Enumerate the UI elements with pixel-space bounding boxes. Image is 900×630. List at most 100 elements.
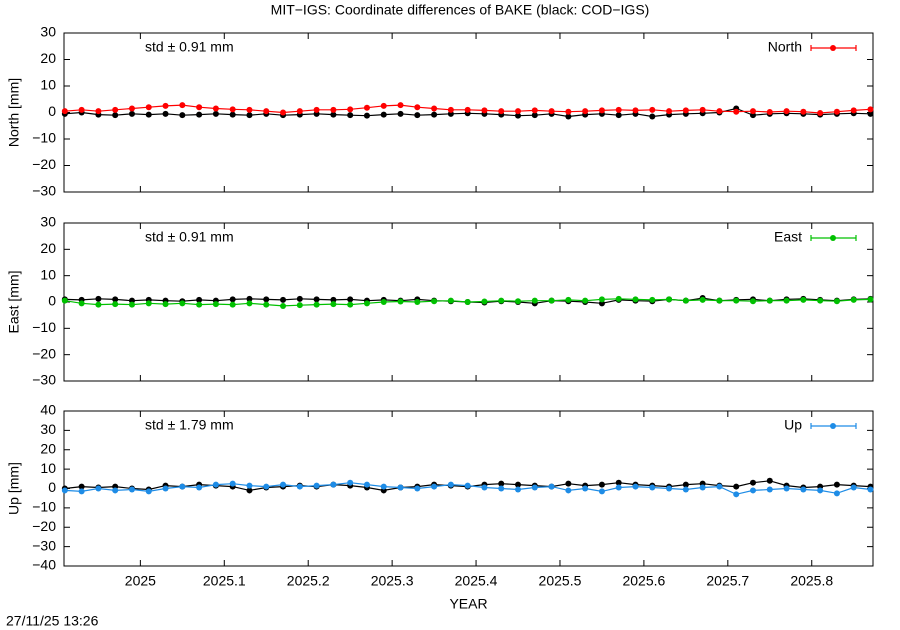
data-point [766,297,773,304]
data-point [800,108,807,115]
data-point [380,111,387,118]
legend-label: Up [784,417,802,433]
data-point [128,105,135,112]
data-point [464,482,471,489]
data-point [61,297,68,304]
y-tick-label: 10 [40,266,56,282]
data-point [363,481,370,488]
data-point [749,479,756,486]
data-point [414,104,421,111]
x-axis-label: YEAR [449,596,487,612]
x-tick-label: 2025.8 [790,573,833,589]
x-tick-label: 2025.6 [622,573,665,589]
data-point [347,301,354,308]
data-point [179,112,186,119]
data-point [330,481,337,488]
y-tick-label: −20 [32,345,56,361]
data-point [212,301,219,308]
y-tick-label: −30 [32,372,56,388]
data-point [598,488,605,495]
data-point [431,298,438,305]
data-point [615,112,622,119]
data-point [515,486,522,493]
data-point [749,298,756,305]
timestamp: 27/11/25 13:26 [6,613,99,629]
data-point [78,300,85,307]
data-point [431,105,438,112]
data-point [330,106,337,113]
data-point [682,107,689,114]
data-point [78,106,85,113]
x-tick-label: 2025.1 [203,573,246,589]
data-point [397,298,404,305]
data-point [78,483,85,490]
legend-label: East [774,229,802,245]
data-point [817,297,824,304]
data-point [280,481,287,488]
data-point [515,298,522,305]
data-point [112,301,119,308]
data-point [666,296,673,303]
data-point [280,302,287,309]
data-point [447,106,454,113]
y-tick-label: 20 [40,240,56,256]
data-point [649,296,656,303]
data-point [682,297,689,304]
x-tick-label: 2025.7 [706,573,749,589]
y-tick-label: −20 [32,518,56,534]
data-point [347,296,354,303]
data-point [699,296,706,303]
chart-title: MIT−IGS: Coordinate differences of BAKE … [271,2,650,18]
data-point [145,104,152,111]
data-point [330,301,337,308]
data-point [716,483,723,490]
data-point [212,481,219,488]
data-point [464,299,471,305]
data-point [313,482,320,489]
data-point [229,480,236,487]
data-point [515,481,522,488]
data-point [212,105,219,112]
x-tick-label: 2025.2 [287,573,330,589]
data-point [531,484,538,491]
data-point [296,108,303,115]
data-point [229,106,236,113]
y-tick-label: −30 [32,537,56,553]
data-point [280,296,287,303]
data-point [397,102,404,109]
data-point [716,108,723,115]
annotation: std ± 0.91 mm [145,229,234,245]
data-point [313,106,320,113]
data-point [783,485,790,492]
data-point [313,301,320,308]
data-point [145,300,152,307]
data-point [229,301,236,308]
data-point [246,487,253,494]
data-point [850,296,857,303]
data-point [347,112,354,119]
annotation: std ± 1.79 mm [145,417,234,433]
data-point [112,112,119,119]
data-point [296,483,303,490]
data-point [313,296,320,303]
data-point [598,296,605,303]
y-axis-label: Up [mm] [6,462,22,515]
x-tick-label: 2025.4 [455,573,498,589]
data-point [380,483,387,490]
data-point [666,485,673,492]
data-point [112,106,119,113]
data-point [145,488,152,495]
y-tick-label: −40 [32,557,56,573]
data-point [833,108,840,115]
x-tick-label: 2025.3 [371,573,414,589]
data-point [749,487,756,494]
data-point [363,300,370,307]
data-point [229,296,236,303]
data-point [61,108,68,115]
y-tick-label: 30 [40,24,56,40]
data-point [414,112,421,119]
data-point [733,491,740,498]
data-point [766,108,773,115]
data-point [598,107,605,114]
